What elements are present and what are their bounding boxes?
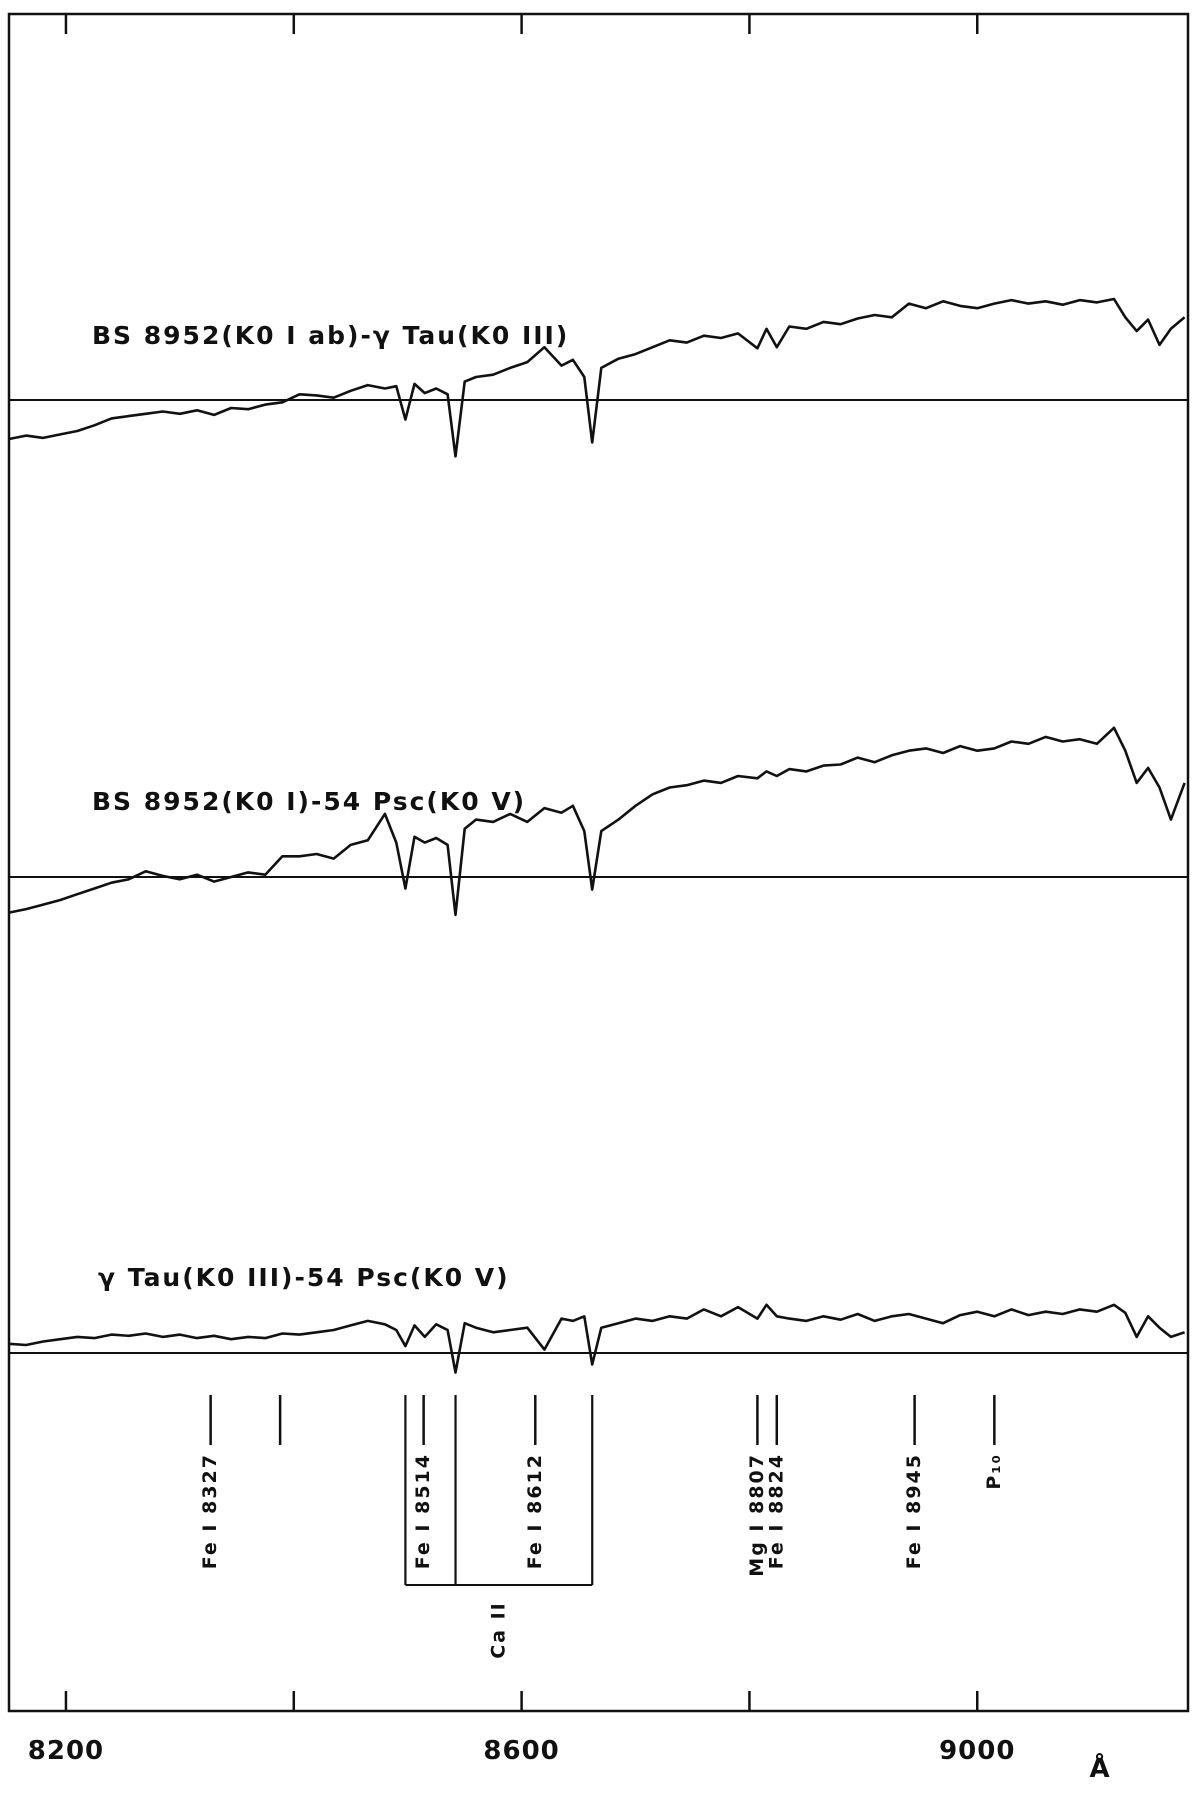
x-tick-label: 9000: [939, 1736, 1015, 1766]
spectrum-line: [8, 297, 1186, 458]
line-label: Fe I 8612: [524, 1453, 546, 1569]
series-label: γ Tau(K0 III)-54 Psc(K0 V): [98, 1263, 510, 1292]
line-label: Fe I 8945: [903, 1453, 925, 1569]
spectrum-line: [8, 726, 1186, 917]
series-label: BS 8952(K0 I ab)-γ Tau(K0 III): [92, 321, 569, 350]
line-label: Fe I 8824: [765, 1453, 787, 1569]
x-tick-label: 8200: [28, 1736, 104, 1766]
line-label: P₁₀: [983, 1453, 1005, 1490]
line-label: Fe I 8327: [199, 1453, 221, 1569]
ca-label: Ca II: [487, 1601, 509, 1659]
line-label: Mg I 8807: [746, 1453, 768, 1577]
x-tick-label: 8600: [483, 1736, 559, 1766]
x-axis-label: Å: [1089, 1752, 1110, 1784]
spectrum-line: [8, 1303, 1186, 1374]
line-label: Fe I 8514: [412, 1453, 434, 1569]
frame: [7, 12, 1190, 1713]
series-label: BS 8952(K0 I)-54 Psc(K0 V): [92, 787, 526, 816]
